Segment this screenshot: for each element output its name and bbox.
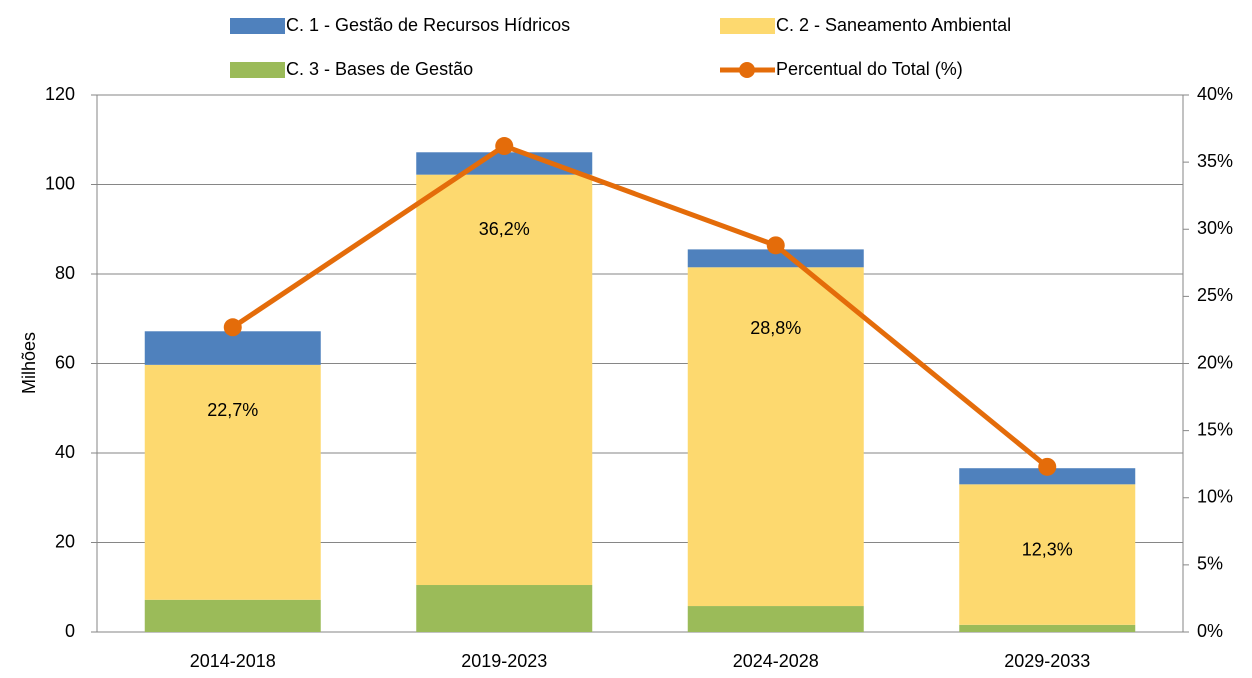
y-tick-label: 20 [55,531,75,551]
line-marker [495,137,514,156]
line-marker [1038,457,1057,476]
x-tick-label: 2014-2018 [190,651,276,671]
y2-tick-label: 10% [1197,487,1233,507]
y-tick-label: 40 [55,442,75,462]
legend-swatch [230,18,285,34]
line-marker [766,236,785,255]
bar [416,585,593,632]
y-tick-label: 0 [65,621,75,641]
y-axis-label: Milhões [19,332,39,394]
line-marker [223,318,242,337]
bar [687,267,864,607]
bar [959,468,1136,485]
legend-marker [739,62,755,78]
y2-tick-label: 30% [1197,218,1233,238]
bar [144,364,321,600]
bar [959,484,1136,625]
legend-label: Percentual do Total (%) [776,59,963,79]
data-label: 28,8% [750,318,801,338]
legend-label: C. 2 - Saneamento Ambiental [776,15,1011,35]
legend-label: C. 3 - Bases de Gestão [286,59,473,79]
y-tick-label: 60 [55,352,75,372]
x-tick-label: 2024-2028 [733,651,819,671]
plot-frame [96,94,1184,633]
bar [416,174,593,586]
y-tick-label: 100 [45,173,75,193]
y2-tick-label: 5% [1197,554,1223,574]
bar [687,606,864,632]
y2-tick-label: 15% [1197,419,1233,439]
x-tick-label: 2029-2033 [1004,651,1090,671]
y2-tick-label: 25% [1197,285,1233,305]
bar [959,624,1136,632]
x-tick-label: 2019-2023 [461,651,547,671]
legend-swatch [720,18,775,34]
legend-swatch [230,62,285,78]
y2-tick-label: 20% [1197,352,1233,372]
y-tick-label: 120 [45,84,75,104]
y2-tick-label: 40% [1197,84,1233,104]
bar [144,331,321,365]
bar [687,249,864,268]
bar [144,599,321,632]
line [231,143,1049,469]
y-tick-label: 80 [55,263,75,283]
legend-label: C. 1 - Gestão de Recursos Hídricos [286,15,570,35]
y2-tick-label: 0% [1197,621,1223,641]
y2-tick-label: 35% [1197,151,1233,171]
bar [416,152,593,175]
data-label: 12,3% [1022,540,1073,560]
data-label: 22,7% [207,400,258,420]
data-label: 36,2% [479,219,530,239]
